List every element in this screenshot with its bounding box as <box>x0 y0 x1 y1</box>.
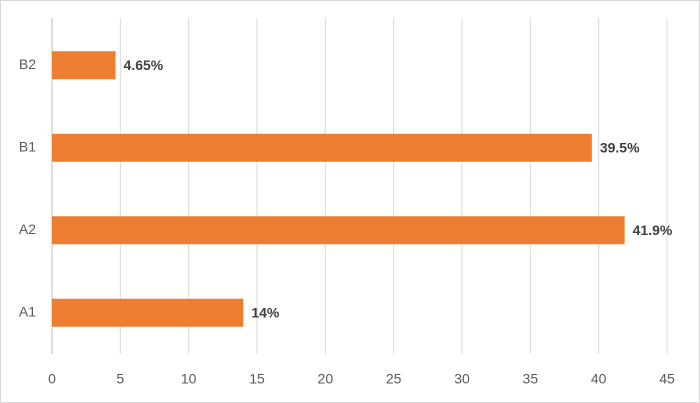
data-label: 41.9% <box>633 222 673 238</box>
data-label: 14% <box>251 304 280 320</box>
x-tick-label: 20 <box>318 371 334 387</box>
x-tick-label: 0 <box>48 371 56 387</box>
y-tick-label: A1 <box>19 303 36 319</box>
x-tick-label: 35 <box>523 371 539 387</box>
bar <box>52 298 244 327</box>
x-tick-label: 25 <box>386 371 402 387</box>
x-tick-label: 45 <box>659 371 675 387</box>
y-tick-label: B2 <box>19 56 36 72</box>
x-tick-label: 15 <box>249 371 265 387</box>
bar <box>52 51 116 80</box>
data-label: 4.65% <box>124 57 164 73</box>
data-label: 39.5% <box>600 139 640 155</box>
y-tick-label: A2 <box>19 221 36 237</box>
y-tick-label: B1 <box>19 138 36 154</box>
bar <box>52 216 625 245</box>
x-tick-label: 40 <box>591 371 607 387</box>
bar <box>52 133 592 162</box>
x-tick-label: 5 <box>116 371 124 387</box>
x-tick-label: 30 <box>454 371 470 387</box>
x-tick-label: 10 <box>181 371 197 387</box>
